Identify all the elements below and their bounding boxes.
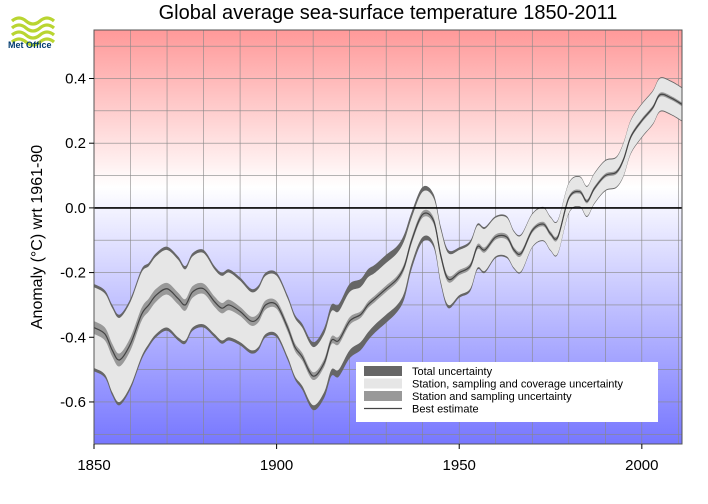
y-tick-label: 0.4 bbox=[65, 71, 86, 88]
x-tick-label: 2000 bbox=[625, 457, 658, 474]
y-tick-label: 0.0 bbox=[65, 200, 86, 217]
legend-label-best: Best estimate bbox=[412, 404, 479, 416]
x-axis: 1850 1900 1950 2000 bbox=[77, 444, 659, 474]
legend-label-total: Total uncertainty bbox=[412, 366, 493, 378]
met-office-logo bbox=[10, 16, 56, 47]
legend-swatch-station bbox=[364, 391, 402, 401]
legend-swatch-total bbox=[364, 366, 402, 376]
logo-text: Met Office bbox=[8, 40, 52, 50]
chart-title: Global average sea-surface temperature 1… bbox=[158, 2, 618, 24]
y-axis: -0.6 -0.4 -0.2 0.0 0.2 0.4 bbox=[60, 71, 94, 411]
y-tick-label: 0.2 bbox=[65, 135, 86, 152]
legend-label-station: Station and sampling uncertainty bbox=[412, 391, 572, 403]
legend-swatch-coverage bbox=[364, 378, 402, 389]
x-tick-label: 1950 bbox=[443, 457, 476, 474]
y-tick-label: -0.4 bbox=[60, 329, 86, 346]
y-tick-label: -0.2 bbox=[60, 265, 86, 282]
x-tick-label: 1900 bbox=[260, 457, 293, 474]
legend-label-coverage: Station, sampling and coverage uncertain… bbox=[412, 379, 623, 391]
plot-frame bbox=[93, 29, 683, 445]
legend-box bbox=[356, 362, 658, 422]
best-estimate-line bbox=[93, 93, 683, 377]
y-tick-label: -0.6 bbox=[60, 394, 86, 411]
band-station-uncertainty bbox=[94, 92, 682, 381]
band-coverage-uncertainty bbox=[94, 78, 682, 406]
y-axis-label: Anomaly (°C) wrt 1961-90 bbox=[29, 144, 46, 330]
x-tick-label: 1850 bbox=[77, 457, 110, 474]
